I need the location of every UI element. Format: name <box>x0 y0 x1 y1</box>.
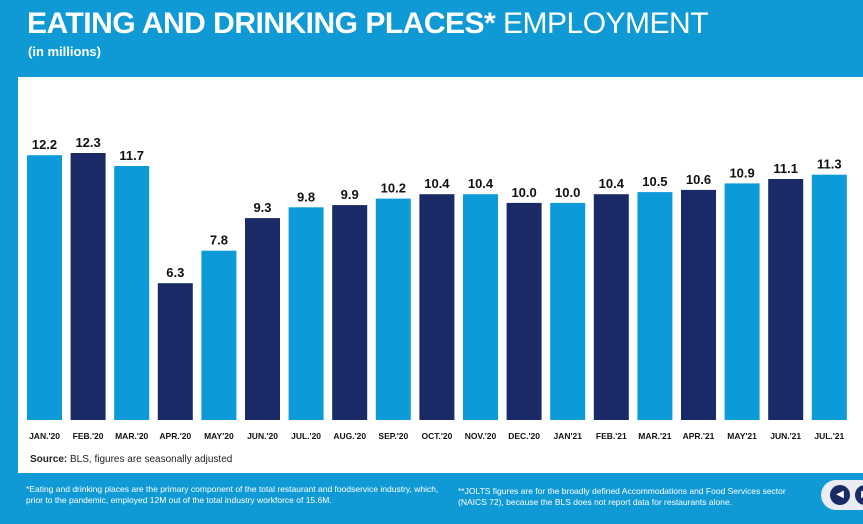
data-label-9: 10.4 <box>424 176 450 191</box>
x-tick-label-18: JUL.'21 <box>814 431 844 441</box>
x-tick-label-2: MAR.'20 <box>115 431 148 441</box>
data-label-10: 10.4 <box>468 176 494 191</box>
chart-title: EATING AND DRINKING PLACES* EMPLOYMENT <box>27 7 709 41</box>
data-label-1: 12.3 <box>75 135 100 150</box>
footnote-right: **JOLTS figures are for the broadly defi… <box>458 486 786 507</box>
data-label-17: 11.1 <box>773 161 798 176</box>
bar-9 <box>419 194 455 420</box>
bar-2 <box>114 166 150 420</box>
x-tick-label-0: JAN.'20 <box>29 431 60 441</box>
data-label-5: 9.3 <box>253 200 271 215</box>
chart-panel: 12.2 JAN.'20 12.3 FEB.'20 11.7 MAR.'20 6.3 APR.… <box>18 77 863 473</box>
x-tick-label-10: NOV.'20 <box>465 431 497 441</box>
chart-subtitle: (in millions) <box>28 44 101 59</box>
data-label-8: 10.2 <box>381 181 406 196</box>
data-label-13: 10.4 <box>599 176 625 191</box>
x-tick-label-6: JUL.'20 <box>291 431 321 441</box>
data-label-6: 9.8 <box>297 189 315 204</box>
data-label-4: 7.8 <box>210 233 228 248</box>
bar-3 <box>157 283 193 420</box>
x-tick-label-9: OCT.'20 <box>421 431 452 441</box>
data-label-11: 10.0 <box>511 185 536 200</box>
source-text: BLS, figures are seasonally adjusted <box>67 454 233 465</box>
data-label-0: 12.2 <box>32 137 57 152</box>
footnote-left: *Eating and drinking places are the prim… <box>26 484 439 505</box>
bar-4 <box>201 250 237 420</box>
bar-12 <box>550 202 586 420</box>
bar-0 <box>27 155 62 420</box>
data-label-7: 9.9 <box>341 187 359 202</box>
x-tick-label-12: JAN'21 <box>553 431 582 441</box>
bar-8 <box>375 198 411 420</box>
bar-7 <box>332 205 368 420</box>
bar-17 <box>768 179 804 420</box>
arrow-right-icon[interactable]: ▶ <box>855 485 863 505</box>
x-tick-label-1: FEB.'20 <box>73 431 104 441</box>
x-tick-label-17: JUN.'21 <box>770 431 801 441</box>
bar-6 <box>288 207 324 420</box>
chart-title-light: EMPLOYMENT <box>495 7 709 40</box>
x-tick-label-5: JUN.'20 <box>247 431 278 441</box>
data-label-14: 10.5 <box>642 174 667 189</box>
bar-5 <box>245 218 280 420</box>
bar-chart: 12.2 JAN.'20 12.3 FEB.'20 11.7 MAR.'20 6.3 APR.… <box>27 135 847 441</box>
chart-title-bold: EATING AND DRINKING PLACES* <box>27 7 496 40</box>
x-tick-label-15: APR.'21 <box>683 431 715 441</box>
bar-15 <box>681 189 716 420</box>
bar-16 <box>724 183 760 420</box>
slide-nav: ◀ ▶ <box>821 480 863 510</box>
x-tick-label-13: FEB.'21 <box>596 431 627 441</box>
x-tick-label-14: MAR.'21 <box>638 431 671 441</box>
source-label: Source: <box>30 454 68 465</box>
data-label-3: 6.3 <box>166 265 184 280</box>
bar-10 <box>463 194 498 420</box>
data-label-16: 10.9 <box>729 165 754 180</box>
x-tick-label-11: DEC.'20 <box>508 431 540 441</box>
data-label-2: 11.7 <box>119 148 144 163</box>
bar-13 <box>593 194 629 420</box>
bar-1 <box>70 153 106 420</box>
x-tick-label-8: SEP.'20 <box>378 431 408 441</box>
x-tick-label-16: MAY'21 <box>727 431 757 441</box>
x-tick-label-7: AUG.'20 <box>333 431 366 441</box>
bar-14 <box>637 192 673 420</box>
x-tick-label-4: MAY'20 <box>204 431 234 441</box>
source-note: Source: BLS, figures are seasonally adju… <box>30 454 232 465</box>
x-tick-label-3: APR.'20 <box>159 431 191 441</box>
arrow-left-icon[interactable]: ◀ <box>830 485 850 505</box>
data-label-18: 11.3 <box>817 157 842 172</box>
bar-11 <box>506 202 542 420</box>
data-label-15: 10.6 <box>686 172 711 187</box>
bar-18 <box>811 174 847 420</box>
data-label-12: 10.0 <box>555 185 580 200</box>
